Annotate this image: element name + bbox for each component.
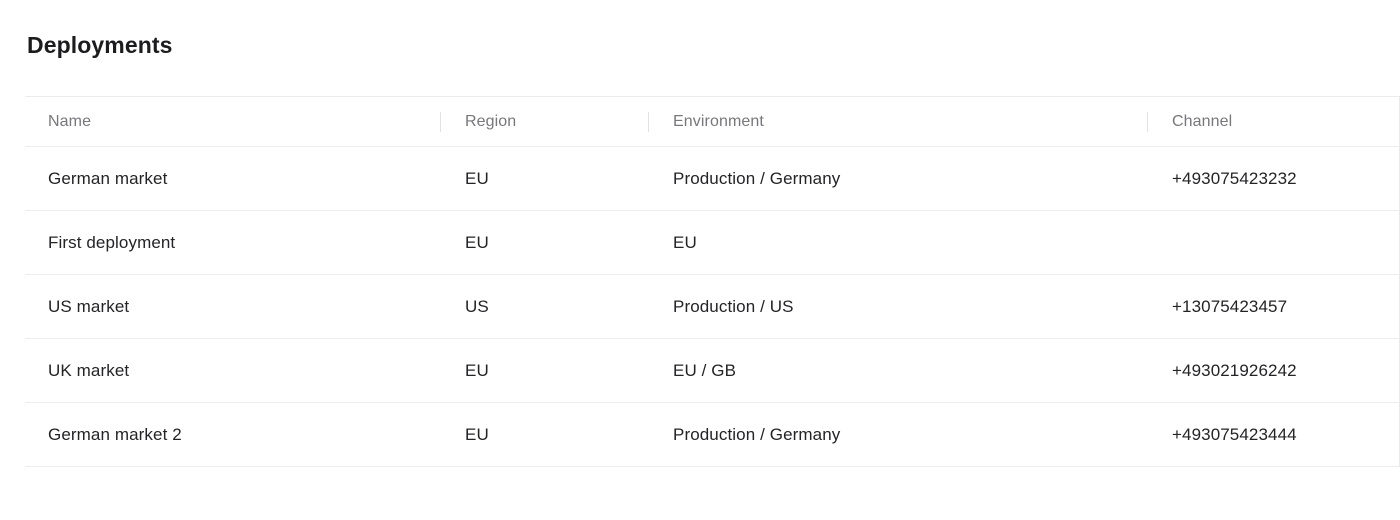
cell-name: First deployment <box>48 232 176 252</box>
cell-channel: +493021926242 <box>1172 360 1297 380</box>
cell-name: German market 2 <box>48 424 182 444</box>
cell-name: US market <box>48 296 130 316</box>
table-row[interactable]: German market 2 EU Production / Germany +49… <box>25 403 1399 467</box>
table-row[interactable]: German market EU Production / Germany +4930… <box>25 147 1399 211</box>
table-row[interactable]: US market US Production / US +13075423457 <box>25 275 1399 339</box>
cell-channel <box>1147 211 1399 274</box>
column-header-region: Region <box>440 97 648 146</box>
cell-channel: +493075423232 <box>1172 168 1297 188</box>
column-header-name: Name <box>48 112 92 130</box>
cell-environment: Production / Germany <box>673 168 841 188</box>
cell-region: US <box>465 296 489 316</box>
cell-channel: +493075423444 <box>1172 424 1297 444</box>
cell-name: UK market <box>48 360 130 380</box>
cell-environment: EU <box>673 232 697 252</box>
cell-environment: Production / US <box>673 296 794 316</box>
cell-name: German market <box>48 168 168 188</box>
cell-region: EU <box>465 232 489 252</box>
cell-channel: +13075423457 <box>1172 296 1288 316</box>
column-header-channel: Channel <box>1147 97 1399 146</box>
table-body: German market EU Production / Germany +4930… <box>25 147 1399 467</box>
column-header-environment: Environment <box>648 97 1147 146</box>
cell-environment: EU / GB <box>673 360 737 380</box>
deployments-table: Name Region Environment Channel German mark… <box>25 96 1400 467</box>
cell-region: EU <box>465 360 489 380</box>
cell-environment: Production / Germany <box>673 424 841 444</box>
table-row[interactable]: UK market EU EU / GB +493021926242 <box>25 339 1399 403</box>
table-row[interactable]: First deployment EU EU <box>25 211 1399 275</box>
page-title: Deployments <box>27 32 173 58</box>
cell-region: EU <box>465 168 489 188</box>
table-header-row: Name Region Environment Channel <box>25 96 1399 147</box>
cell-region: EU <box>465 424 489 444</box>
